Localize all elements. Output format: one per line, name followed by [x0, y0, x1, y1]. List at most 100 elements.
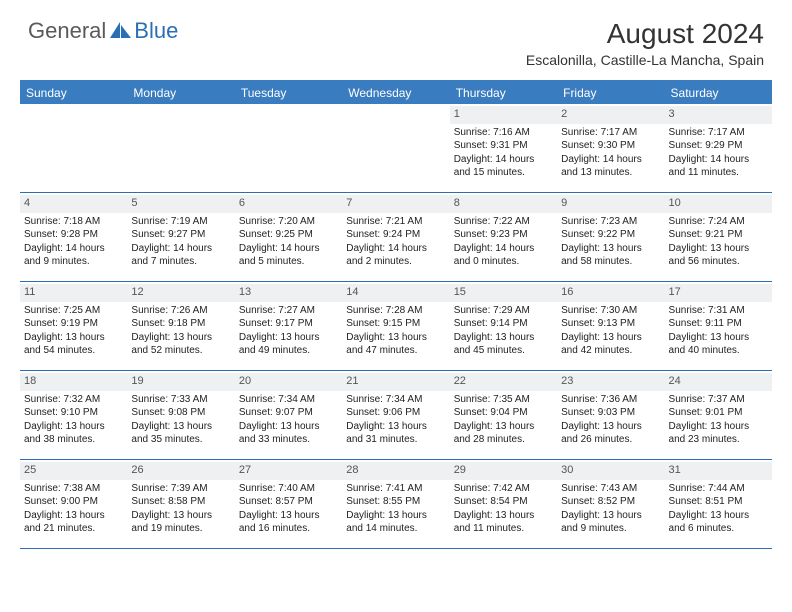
daylight-text: and 21 minutes. — [24, 523, 123, 536]
daylight-text: and 38 minutes. — [24, 434, 123, 447]
daylight-text: and 5 minutes. — [239, 256, 338, 269]
month-title: August 2024 — [526, 18, 764, 50]
sunrise-text: Sunrise: 7:39 AM — [131, 483, 230, 496]
daylight-text: and 49 minutes. — [239, 345, 338, 358]
weekday-header: Wednesday — [342, 82, 449, 104]
day-number: 5 — [127, 195, 234, 213]
day-number: 3 — [665, 106, 772, 124]
daylight-text: and 19 minutes. — [131, 523, 230, 536]
daylight-text: and 31 minutes. — [346, 434, 445, 447]
daylight-text: Daylight: 14 hours — [669, 154, 768, 167]
day-cell: 17Sunrise: 7:31 AMSunset: 9:11 PMDayligh… — [665, 282, 772, 370]
daylight-text: and 45 minutes. — [454, 345, 553, 358]
sunrise-text: Sunrise: 7:23 AM — [561, 216, 660, 229]
daylight-text: and 11 minutes. — [454, 523, 553, 536]
day-number: 29 — [450, 462, 557, 480]
day-number: 6 — [235, 195, 342, 213]
week-row: 25Sunrise: 7:38 AMSunset: 9:00 PMDayligh… — [20, 460, 772, 549]
sunset-text: Sunset: 9:31 PM — [454, 140, 553, 153]
daylight-text: Daylight: 13 hours — [239, 332, 338, 345]
daylight-text: Daylight: 13 hours — [131, 510, 230, 523]
sunset-text: Sunset: 9:13 PM — [561, 318, 660, 331]
daylight-text: and 56 minutes. — [669, 256, 768, 269]
daylight-text: and 33 minutes. — [239, 434, 338, 447]
day-number: 9 — [557, 195, 664, 213]
day-cell: 9Sunrise: 7:23 AMSunset: 9:22 PMDaylight… — [557, 193, 664, 281]
day-cell: 26Sunrise: 7:39 AMSunset: 8:58 PMDayligh… — [127, 460, 234, 548]
daylight-text: Daylight: 14 hours — [239, 243, 338, 256]
sunset-text: Sunset: 9:07 PM — [239, 407, 338, 420]
daylight-text: and 7 minutes. — [131, 256, 230, 269]
sunset-text: Sunset: 9:29 PM — [669, 140, 768, 153]
day-cell: 19Sunrise: 7:33 AMSunset: 9:08 PMDayligh… — [127, 371, 234, 459]
sunrise-text: Sunrise: 7:42 AM — [454, 483, 553, 496]
day-number: 14 — [342, 284, 449, 302]
daylight-text: Daylight: 13 hours — [24, 332, 123, 345]
sunrise-text: Sunrise: 7:34 AM — [346, 394, 445, 407]
day-cell: 3Sunrise: 7:17 AMSunset: 9:29 PMDaylight… — [665, 104, 772, 192]
logo-text-blue: Blue — [134, 18, 178, 44]
sunset-text: Sunset: 9:23 PM — [454, 229, 553, 242]
sunrise-text: Sunrise: 7:26 AM — [131, 305, 230, 318]
daylight-text: Daylight: 14 hours — [131, 243, 230, 256]
daylight-text: Daylight: 13 hours — [346, 510, 445, 523]
daylight-text: Daylight: 13 hours — [239, 510, 338, 523]
day-cell — [20, 104, 127, 192]
sunrise-text: Sunrise: 7:40 AM — [239, 483, 338, 496]
daylight-text: Daylight: 13 hours — [669, 510, 768, 523]
daylight-text: Daylight: 13 hours — [669, 332, 768, 345]
sunrise-text: Sunrise: 7:17 AM — [561, 127, 660, 140]
daylight-text: and 52 minutes. — [131, 345, 230, 358]
day-number: 30 — [557, 462, 664, 480]
day-number: 8 — [450, 195, 557, 213]
day-number: 10 — [665, 195, 772, 213]
day-cell: 27Sunrise: 7:40 AMSunset: 8:57 PMDayligh… — [235, 460, 342, 548]
sunset-text: Sunset: 9:18 PM — [131, 318, 230, 331]
sunrise-text: Sunrise: 7:35 AM — [454, 394, 553, 407]
sunrise-text: Sunrise: 7:28 AM — [346, 305, 445, 318]
day-number: 7 — [342, 195, 449, 213]
day-number: 11 — [20, 284, 127, 302]
daylight-text: and 2 minutes. — [346, 256, 445, 269]
sunrise-text: Sunrise: 7:16 AM — [454, 127, 553, 140]
daylight-text: Daylight: 13 hours — [561, 243, 660, 256]
sunrise-text: Sunrise: 7:34 AM — [239, 394, 338, 407]
weekday-header: Tuesday — [235, 82, 342, 104]
daylight-text: and 14 minutes. — [346, 523, 445, 536]
day-cell: 8Sunrise: 7:22 AMSunset: 9:23 PMDaylight… — [450, 193, 557, 281]
sunrise-text: Sunrise: 7:37 AM — [669, 394, 768, 407]
day-number: 19 — [127, 373, 234, 391]
day-number: 26 — [127, 462, 234, 480]
day-cell: 29Sunrise: 7:42 AMSunset: 8:54 PMDayligh… — [450, 460, 557, 548]
sunset-text: Sunset: 9:30 PM — [561, 140, 660, 153]
calendar: SundayMondayTuesdayWednesdayThursdayFrid… — [20, 80, 772, 549]
logo: General Blue — [28, 18, 178, 44]
weekday-header-row: SundayMondayTuesdayWednesdayThursdayFrid… — [20, 82, 772, 104]
daylight-text: Daylight: 13 hours — [561, 421, 660, 434]
sunrise-text: Sunrise: 7:30 AM — [561, 305, 660, 318]
day-number: 22 — [450, 373, 557, 391]
sunset-text: Sunset: 9:27 PM — [131, 229, 230, 242]
sunset-text: Sunset: 9:14 PM — [454, 318, 553, 331]
daylight-text: and 6 minutes. — [669, 523, 768, 536]
daylight-text: Daylight: 13 hours — [346, 332, 445, 345]
day-cell: 25Sunrise: 7:38 AMSunset: 9:00 PMDayligh… — [20, 460, 127, 548]
daylight-text: Daylight: 13 hours — [561, 332, 660, 345]
day-cell: 16 Sunrise: 7:30 AMSunset: 9:13 PMDayligh… — [557, 282, 664, 370]
weekday-header: Thursday — [450, 82, 557, 104]
day-number: 28 — [342, 462, 449, 480]
day-cell: 23Sunrise: 7:36 AMSunset: 9:03 PMDayligh… — [557, 371, 664, 459]
sunrise-text: Sunrise: 7:19 AM — [131, 216, 230, 229]
daylight-text: and 35 minutes. — [131, 434, 230, 447]
day-number: 16 — [557, 284, 664, 302]
weekday-header: Monday — [127, 82, 234, 104]
sunset-text: Sunset: 9:25 PM — [239, 229, 338, 242]
sunset-text: Sunset: 8:55 PM — [346, 496, 445, 509]
sunset-text: Sunset: 9:19 PM — [24, 318, 123, 331]
sunset-text: Sunset: 9:11 PM — [669, 318, 768, 331]
daylight-text: and 23 minutes. — [669, 434, 768, 447]
day-number: 27 — [235, 462, 342, 480]
sunrise-text: Sunrise: 7:22 AM — [454, 216, 553, 229]
day-number: 23 — [557, 373, 664, 391]
daylight-text: Daylight: 13 hours — [131, 332, 230, 345]
